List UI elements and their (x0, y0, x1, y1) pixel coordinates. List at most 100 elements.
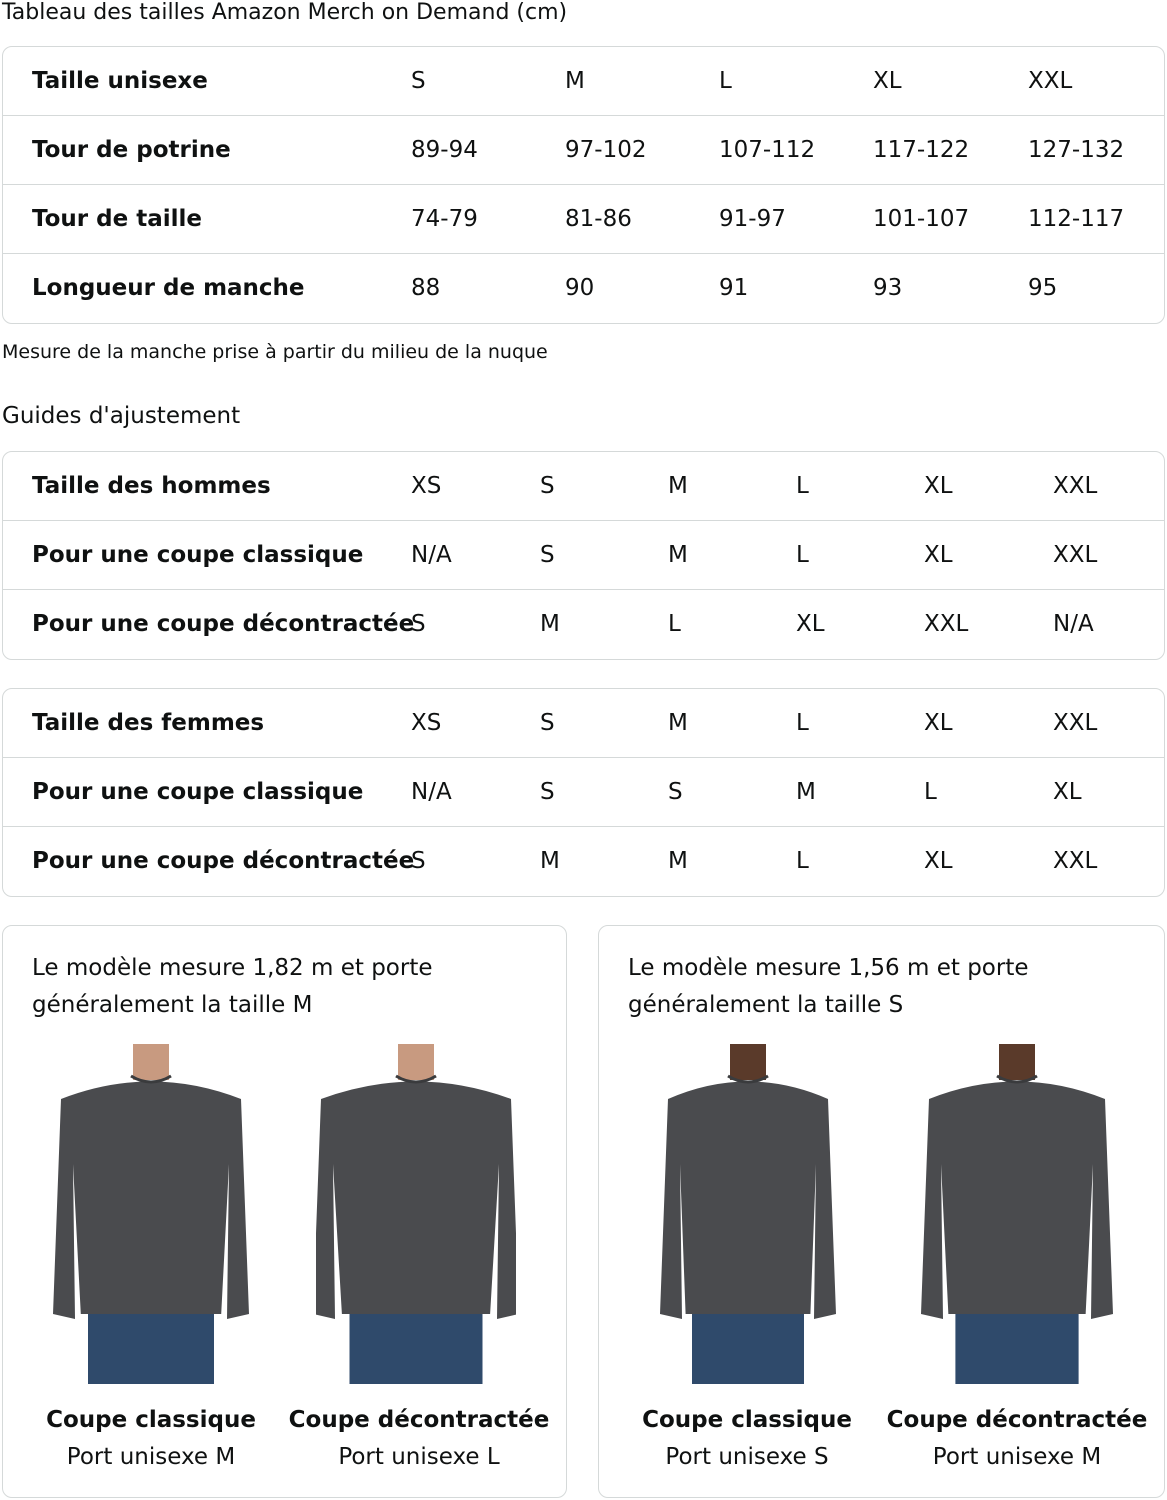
row-label: Taille des hommes (32, 473, 271, 499)
cell: L (796, 710, 809, 736)
table-row: Pour une coupe classique N/A S S M L XL (3, 758, 1164, 827)
cell: XS (411, 710, 442, 736)
cell: 117-122 (873, 137, 970, 163)
cell: XXL (1053, 710, 1098, 736)
cell: L (796, 473, 809, 499)
row-label: Tour de taille (32, 206, 202, 232)
table-row: Longueur de manche 88 90 91 93 95 (3, 254, 1164, 323)
cell: S (668, 779, 683, 805)
cell: 89-94 (411, 137, 478, 163)
cell: XL (796, 611, 825, 637)
women-model-panel: Le modèle mesure 1,56 m et porte général… (598, 925, 1165, 1498)
table-row: Tour de potrine 89-94 97-102 107-112 117-122… (3, 116, 1164, 185)
shirt-model-illustration (313, 1044, 519, 1384)
cell: N/A (411, 542, 452, 568)
figure-caption: Coupe classique Port unisexe S (612, 1402, 882, 1476)
cell: L (668, 611, 681, 637)
size-table: Taille unisexe S M L XL XXL Tour de potrine 89… (2, 46, 1165, 324)
table-row: Pour une coupe classique N/A S M L XL XXL (3, 521, 1164, 590)
row-label: Pour une coupe classique (32, 779, 364, 805)
cell: 107-112 (719, 137, 816, 163)
row-label: Pour une coupe décontractée (32, 611, 415, 637)
size-label: Port unisexe M (66, 1444, 236, 1470)
cell: XL (924, 542, 953, 568)
women-relaxed-fit-image (917, 1044, 1117, 1384)
cell: M (796, 779, 816, 805)
table-row: Taille des femmes XS S M L XL XXL (3, 689, 1164, 758)
sleeve-note: Mesure de la manche prise à partir du mi… (2, 341, 548, 363)
cell: M (668, 542, 688, 568)
table-row: Tour de taille 74-79 81-86 91-97 101-107 112-… (3, 185, 1164, 254)
cell: 93 (873, 275, 903, 301)
table-row: Pour une coupe décontractée S M M L XL XXL (3, 827, 1164, 896)
row-label: Tour de potrine (32, 137, 231, 163)
row-label: Pour une coupe classique (32, 542, 364, 568)
cell: 127-132 (1028, 137, 1125, 163)
women-classic-fit-image (648, 1044, 848, 1384)
cell: 90 (565, 275, 595, 301)
fit-guide-title: Guides d'ajustement (2, 403, 241, 429)
cell: XXL (1053, 473, 1098, 499)
row-label: Taille des femmes (32, 710, 265, 736)
cell: M (540, 611, 560, 637)
shirt-model-illustration (53, 1044, 249, 1384)
cell: M (668, 710, 688, 736)
size-label: Port unisexe S (665, 1444, 829, 1470)
cell: M (668, 473, 688, 499)
shirt-model-illustration (660, 1044, 836, 1384)
cell: L (796, 848, 809, 874)
cell: XL (924, 848, 953, 874)
cell: 81-86 (565, 206, 632, 232)
table-row: Taille unisexe S M L XL XXL (3, 47, 1164, 116)
cell: L (924, 779, 937, 805)
chart-title: Tableau des tailles Amazon Merch on Dema… (2, 0, 568, 25)
fit-label: Coupe décontractée (288, 1407, 550, 1433)
cell: M (540, 848, 560, 874)
figure-caption: Coupe décontractée Port unisexe L (284, 1402, 554, 1476)
cell: 88 (411, 275, 441, 301)
cell: XL (924, 710, 953, 736)
cell: M (565, 68, 585, 94)
fit-label: Coupe classique (642, 1407, 852, 1433)
cell: S (540, 473, 555, 499)
cell: 101-107 (873, 206, 970, 232)
cell: XS (411, 473, 442, 499)
cell: 74-79 (411, 206, 478, 232)
cell: 95 (1028, 275, 1058, 301)
cell: S (540, 779, 555, 805)
cell: XL (873, 68, 902, 94)
size-label: Port unisexe L (338, 1444, 500, 1470)
fit-label: Coupe classique (46, 1407, 256, 1433)
cell: 91 (719, 275, 749, 301)
figure-caption: Coupe décontractée Port unisexe M (882, 1402, 1152, 1476)
cell: XL (1053, 779, 1082, 805)
cell: S (411, 68, 426, 94)
cell: XXL (1053, 848, 1098, 874)
row-label: Taille unisexe (32, 68, 208, 94)
model-description: Le modèle mesure 1,56 m et porte général… (628, 955, 1029, 1018)
size-label: Port unisexe M (932, 1444, 1102, 1470)
table-row: Taille des hommes XS S M L XL XXL (3, 452, 1164, 521)
cell: S (411, 848, 426, 874)
cell: XXL (924, 611, 969, 637)
men-fit-table: Taille des hommes XS S M L XL XXL Pour une coup… (2, 451, 1165, 660)
cell: L (796, 542, 809, 568)
cell: N/A (411, 779, 452, 805)
cell: N/A (1053, 611, 1094, 637)
row-label: Pour une coupe décontractée (32, 848, 415, 874)
cell: 97-102 (565, 137, 647, 163)
cell: 112-117 (1028, 206, 1125, 232)
cell: S (540, 710, 555, 736)
cell: XXL (1028, 68, 1073, 94)
cell: L (719, 68, 732, 94)
men-model-panel: Le modèle mesure 1,82 m et porte général… (2, 925, 567, 1498)
fit-label: Coupe décontractée (886, 1407, 1148, 1433)
men-classic-fit-image (51, 1044, 251, 1384)
model-description: Le modèle mesure 1,82 m et porte général… (32, 955, 433, 1018)
table-row: Pour une coupe décontractée S M L XL XXL N/A (3, 590, 1164, 659)
women-fit-table: Taille des femmes XS S M L XL XXL Pour une coup… (2, 688, 1165, 897)
cell: S (540, 542, 555, 568)
cell: XL (924, 473, 953, 499)
row-label: Longueur de manche (32, 275, 305, 301)
cell: 91-97 (719, 206, 786, 232)
